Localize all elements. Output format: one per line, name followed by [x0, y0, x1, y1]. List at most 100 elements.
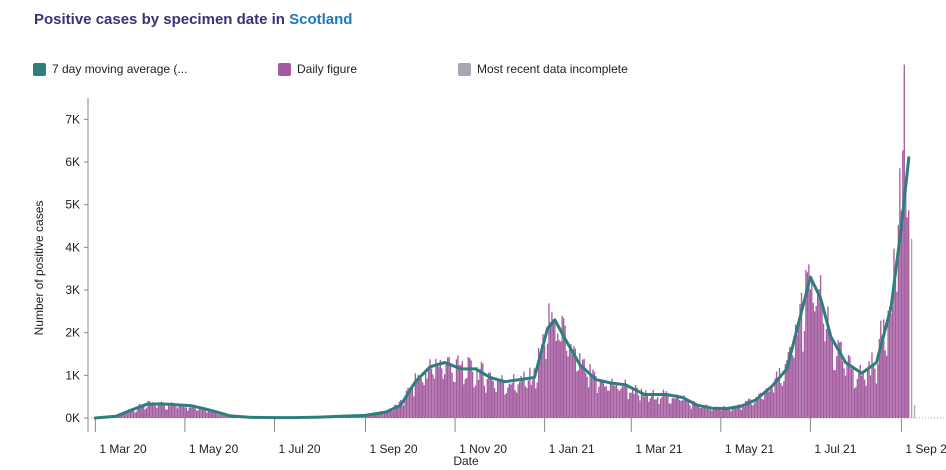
daily-bar	[477, 380, 480, 418]
daily-bar	[890, 313, 892, 418]
daily-bar	[759, 392, 762, 418]
daily-bar	[507, 387, 509, 418]
daily-bar	[480, 361, 483, 418]
daily-bar	[517, 384, 519, 418]
daily-bar	[822, 323, 825, 418]
daily-bar	[422, 382, 424, 418]
daily-bar	[590, 373, 593, 418]
daily-bar	[366, 415, 368, 418]
daily-bar	[593, 371, 596, 418]
daily-bar	[730, 411, 732, 418]
daily-bar	[812, 302, 814, 418]
daily-bar	[899, 168, 901, 418]
daily-bar	[466, 377, 468, 418]
daily-bar	[404, 398, 406, 418]
daily-bar	[401, 405, 403, 418]
daily-bar	[391, 410, 393, 418]
daily-bar	[655, 399, 657, 418]
daily-bar	[602, 380, 604, 418]
daily-bar	[609, 384, 612, 418]
daily-bar	[470, 360, 472, 418]
daily-bar	[749, 398, 751, 418]
daily-bar	[775, 371, 778, 418]
daily-bar	[538, 347, 540, 418]
location-link[interactable]: Scotland	[289, 11, 353, 28]
daily-bar	[419, 375, 421, 418]
daily-bar	[370, 415, 372, 418]
daily-bar	[168, 405, 170, 418]
daily-bar	[811, 281, 813, 418]
daily-bar	[839, 342, 841, 418]
daily-bar	[905, 180, 907, 418]
daily-bar	[665, 391, 668, 418]
daily-bar	[875, 383, 878, 418]
daily-bar	[746, 400, 748, 418]
daily-bar	[617, 389, 619, 418]
daily-bar	[375, 414, 377, 418]
daily-bar	[896, 291, 898, 418]
daily-bar	[402, 405, 405, 418]
legend-item-daily-figure[interactable]: Daily figure	[278, 60, 357, 78]
daily-bar	[452, 381, 455, 418]
daily-bar	[156, 407, 158, 418]
daily-bar	[604, 386, 606, 418]
daily-bar	[645, 390, 647, 418]
daily-bar	[789, 346, 791, 418]
daily-bar	[360, 416, 362, 418]
daily-bar	[852, 367, 854, 418]
legend-item-incomplete[interactable]: Most recent data incomplete	[458, 60, 628, 78]
legend-swatch-moving-average	[33, 62, 46, 76]
daily-bar	[816, 292, 819, 418]
daily-bar	[652, 390, 654, 418]
daily-bar	[768, 391, 770, 418]
daily-bar	[209, 410, 211, 418]
daily-bar	[837, 340, 839, 418]
daily-bar	[400, 399, 402, 418]
legend-swatch-daily-figure	[278, 62, 291, 76]
daily-bar	[737, 404, 740, 418]
daily-bar	[516, 392, 518, 418]
legend-item-moving-average[interactable]: 7 day moving average (...	[33, 60, 187, 78]
daily-bar	[485, 392, 487, 418]
daily-bar	[408, 387, 411, 418]
daily-bar	[570, 344, 572, 418]
daily-bar	[405, 390, 408, 418]
daily-bar	[504, 394, 506, 418]
daily-bar	[179, 405, 182, 418]
daily-bar	[435, 358, 437, 418]
daily-bar	[166, 409, 168, 418]
daily-bar	[787, 351, 789, 418]
daily-bar	[626, 385, 628, 418]
daily-bar	[724, 406, 726, 418]
daily-bar	[627, 399, 629, 418]
daily-bar	[866, 368, 869, 418]
daily-bar	[698, 407, 700, 418]
daily-bar	[423, 385, 425, 418]
daily-bar	[752, 405, 754, 418]
daily-bar	[444, 374, 446, 418]
daily-bar	[683, 395, 685, 418]
daily-bar	[734, 405, 737, 418]
daily-bar	[549, 322, 552, 418]
daily-bar	[865, 385, 867, 418]
daily-bar	[802, 351, 804, 418]
daily-bar	[207, 411, 209, 418]
daily-bar	[599, 381, 602, 418]
daily-bar	[176, 408, 179, 418]
daily-bar	[877, 364, 879, 418]
daily-bar	[786, 360, 788, 418]
daily-bar	[778, 367, 781, 418]
daily-bar	[668, 403, 671, 418]
daily-bar	[814, 311, 816, 418]
daily-bar	[181, 406, 183, 418]
incomplete-bar	[910, 238, 913, 418]
daily-bar	[840, 341, 842, 418]
daily-bar	[379, 411, 381, 418]
daily-bar	[473, 387, 475, 418]
daily-bar	[681, 400, 684, 418]
daily-bar	[552, 319, 555, 418]
daily-bar	[153, 403, 155, 418]
daily-bar	[372, 415, 374, 418]
daily-bar	[460, 364, 462, 418]
